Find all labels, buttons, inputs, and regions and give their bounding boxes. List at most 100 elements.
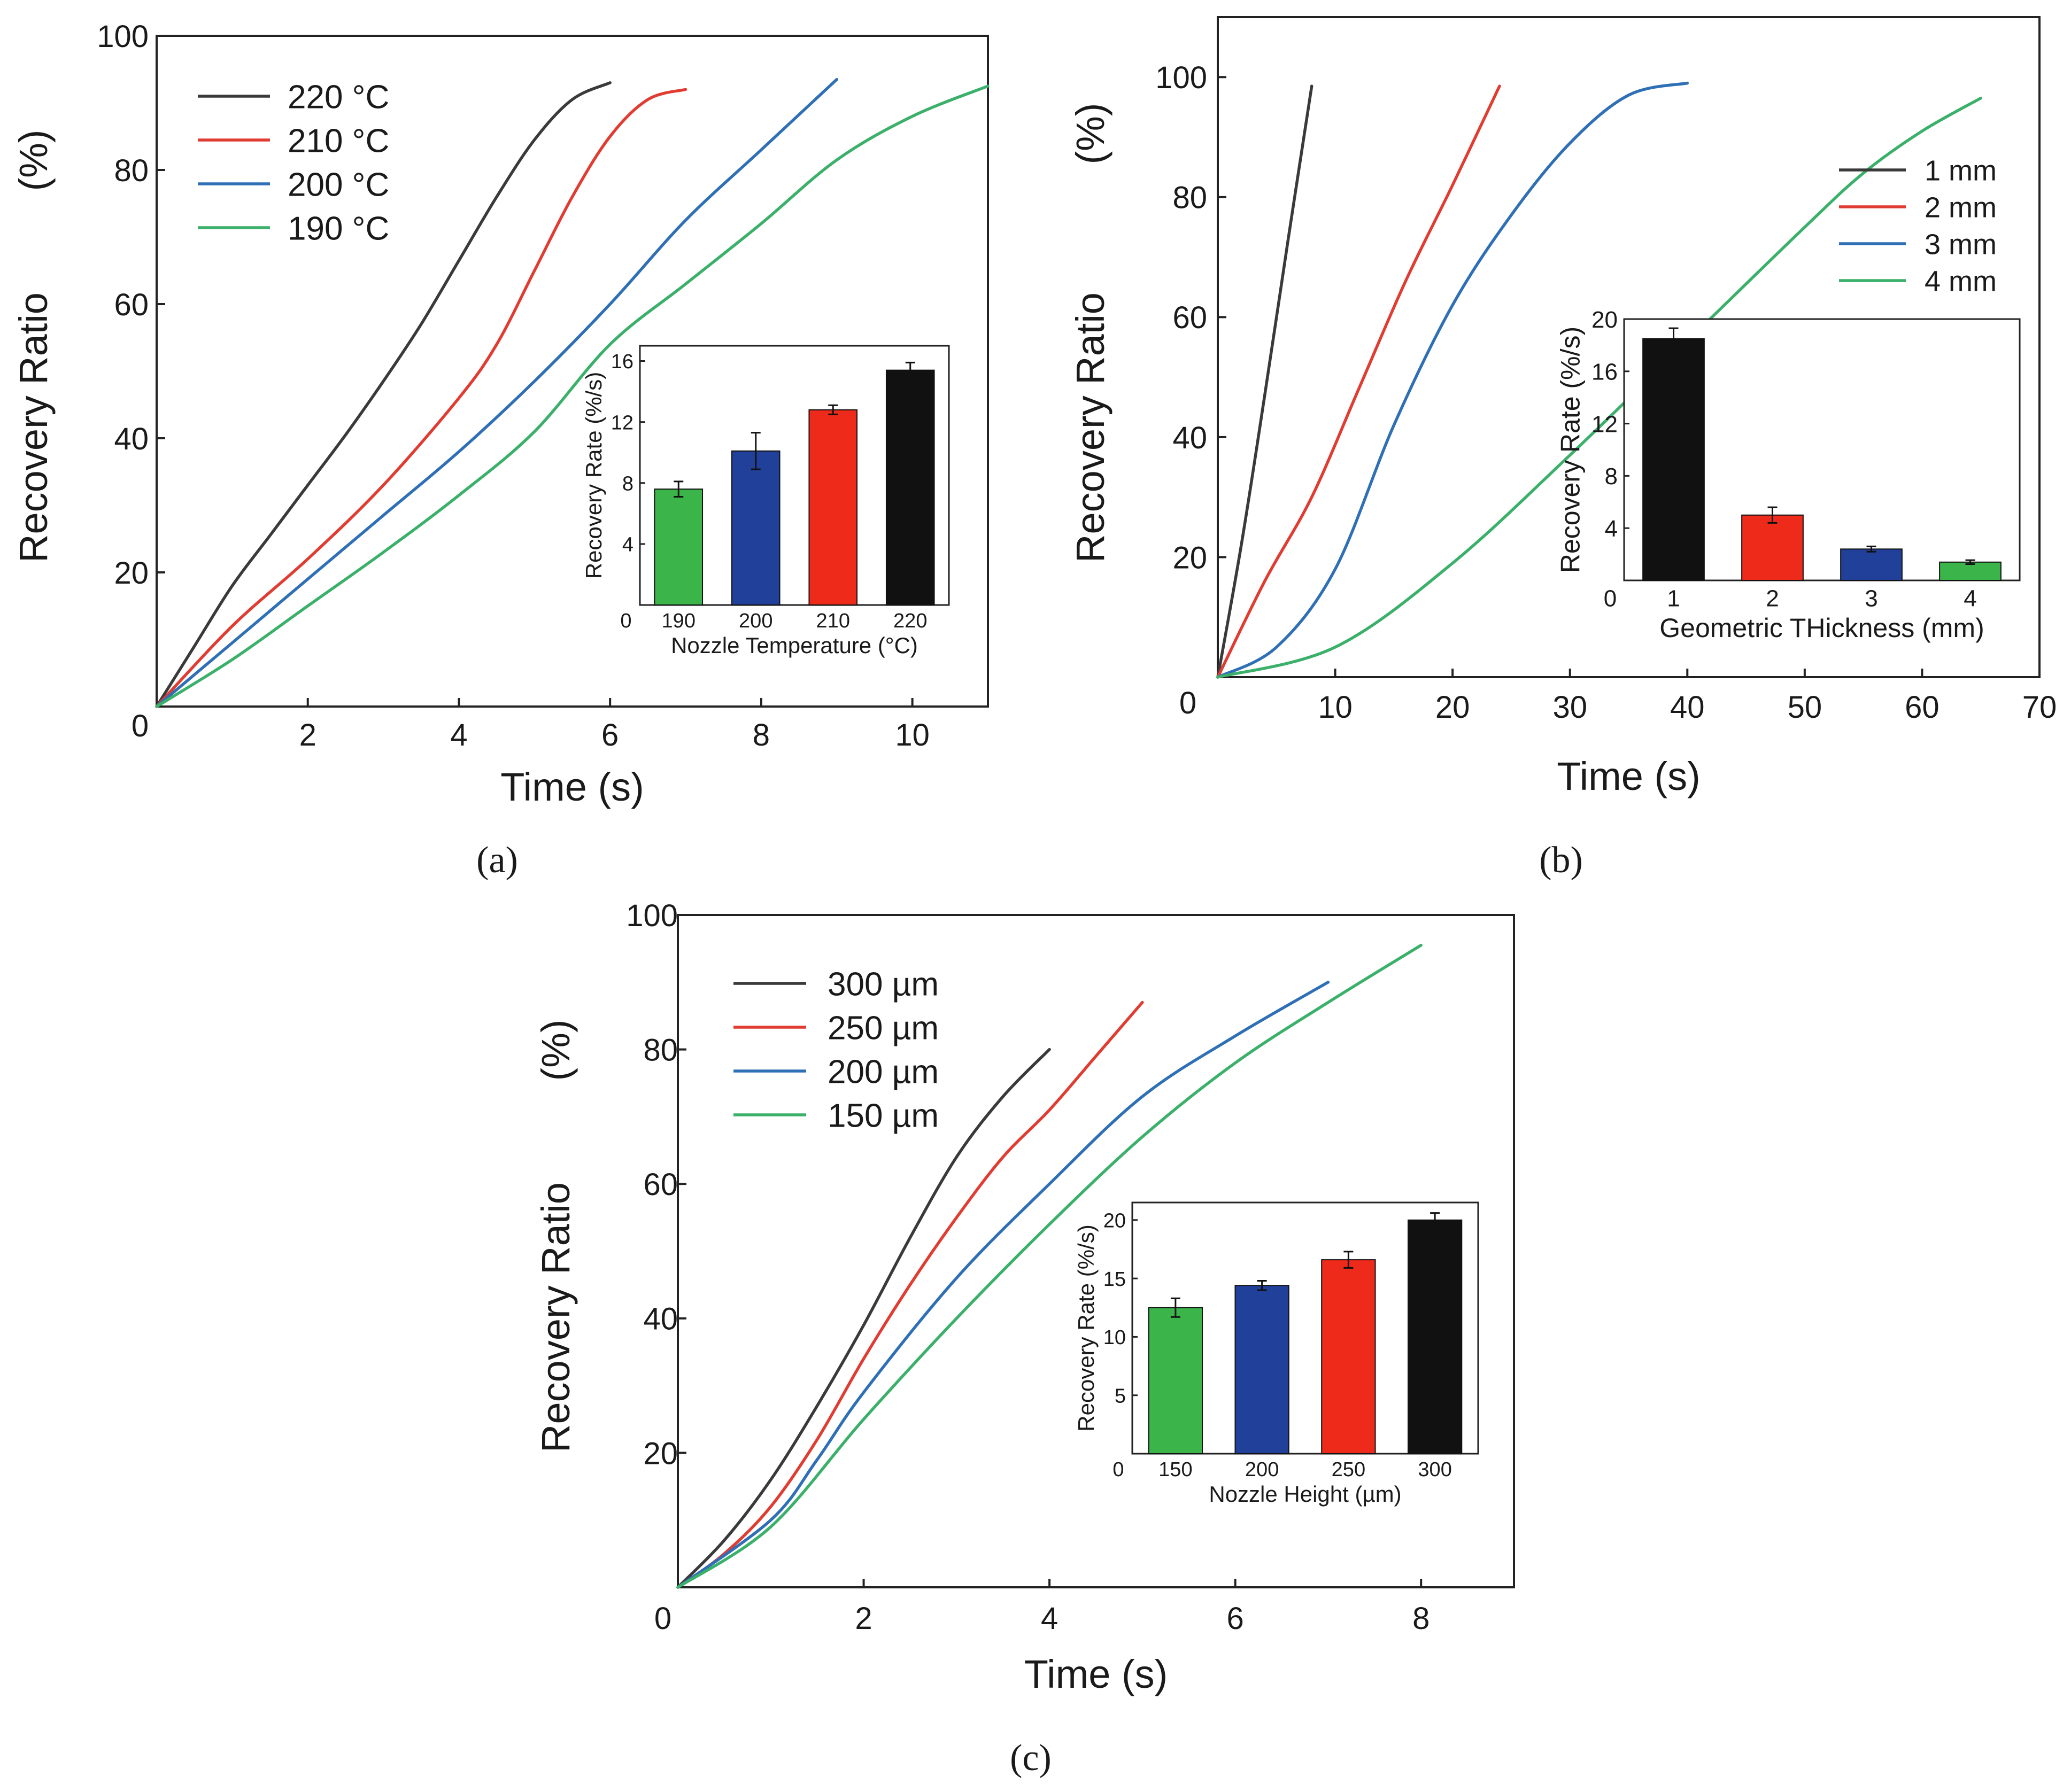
y-tick-label: 80 <box>1172 181 1207 215</box>
inset-y-tick-label: 16 <box>1591 359 1618 385</box>
legend: 300 µm 250 µm 200 µm 150 µm <box>733 966 939 1134</box>
y-axis-unit-label: (%) <box>11 129 56 191</box>
legend-entry: 210 °C <box>288 122 389 159</box>
series-line-2 <box>155 88 687 708</box>
legend-entry: 150 µm <box>828 1097 939 1134</box>
x-tick-label: 4 <box>450 718 467 753</box>
inset-x-tick-label: 210 <box>816 610 850 632</box>
y-tick-label: 40 <box>643 1302 678 1337</box>
x-axis-label: Time (s) <box>500 765 644 809</box>
inset-y-tick-label: 10 <box>1103 1326 1126 1349</box>
inset-bar <box>1840 548 1903 581</box>
inset-y-tick-label: 15 <box>1103 1268 1126 1291</box>
x-tick-label: 0 <box>132 709 149 743</box>
y-axis-unit-label: (%) <box>1068 103 1112 164</box>
inset-bar <box>1642 338 1705 581</box>
y-tick-label: 40 <box>114 422 149 456</box>
inset-zero-label: 0 <box>1112 1459 1124 1481</box>
inset-x-tick-label: 2 <box>1766 585 1779 611</box>
inset-bar <box>654 488 704 606</box>
y-axis-label: Recovery Ratio <box>1068 292 1112 563</box>
inset-bar <box>1321 1259 1376 1454</box>
inset-x-axis-label: Nozzle Temperature (°C) <box>671 633 918 658</box>
y-axis-unit-label: (%) <box>534 1019 578 1081</box>
x-tick-label: 6 <box>601 718 619 753</box>
inset-y-tick-label: 4 <box>1605 516 1618 542</box>
x-tick-label: 4 <box>1041 1601 1058 1636</box>
inset-y-tick-label: 12 <box>611 412 633 434</box>
inset-bar <box>1148 1307 1203 1454</box>
series-line-3 <box>155 77 839 708</box>
panel-caption: (c) <box>1010 1737 1052 1779</box>
x-tick-label: 60 <box>1905 690 1940 725</box>
inset-x-axis-label: Nozzle Height (µm) <box>1209 1481 1401 1507</box>
legend: 1 mm 2 mm 3 mm 4 mm <box>1839 154 1997 297</box>
y-tick-label: 60 <box>114 288 149 322</box>
legend-entry: 300 µm <box>828 966 939 1003</box>
x-tick-label: 70 <box>2022 690 2057 725</box>
x-tick-label: 20 <box>1435 690 1470 725</box>
x-tick-label: 50 <box>1788 690 1822 725</box>
y-tick-label: 80 <box>643 1033 678 1067</box>
inset-y-tick-label: 4 <box>622 534 633 556</box>
series-line-2 <box>1216 84 1501 679</box>
y-tick-label: 20 <box>114 556 149 591</box>
x-tick-label: 40 <box>1670 690 1705 725</box>
inset-y-axis-label: Recovery Rate (%/s) <box>581 372 606 579</box>
x-tick-label: 10 <box>895 718 930 753</box>
inset-bar <box>731 450 781 606</box>
x-axis-label: Time (s) <box>1557 754 1701 798</box>
y-tick-label: 60 <box>1172 300 1207 335</box>
inset-zero-label: 0 <box>1604 585 1617 611</box>
series-line-1 <box>1216 84 1313 679</box>
y-tick-label: 100 <box>97 19 149 54</box>
inset-x-tick-label: 3 <box>1865 585 1877 611</box>
legend-entry: 220 °C <box>288 79 389 115</box>
inset-zero-label: 0 <box>620 610 631 632</box>
inset-x-tick-label: 200 <box>1245 1459 1279 1481</box>
series-line-3 <box>676 981 1330 1589</box>
x-tick-label: 10 <box>1318 690 1353 725</box>
legend-entry: 2 mm <box>1925 191 1997 223</box>
plot-frame <box>156 35 989 708</box>
inset-y-tick-label: 16 <box>611 351 633 373</box>
series-line-3 <box>1216 81 1689 679</box>
inset-x-tick-label: 200 <box>739 610 772 632</box>
inset-bar <box>1234 1285 1289 1454</box>
x-tick-label: 30 <box>1552 690 1587 725</box>
y-tick-label: 100 <box>1155 60 1207 95</box>
y-tick-label: 80 <box>114 153 149 188</box>
x-tick-label: 0 <box>1179 686 1196 720</box>
inset-x-axis-label: Geometric THickness (mm) <box>1659 613 1984 643</box>
plot-frame <box>1217 16 2041 678</box>
inset-y-tick-label: 8 <box>1605 463 1618 490</box>
legend-entry: 4 mm <box>1925 265 1997 297</box>
inset-bar <box>808 409 858 606</box>
inset-y-tick-label: 20 <box>1591 307 1618 333</box>
inset-x-tick-label: 150 <box>1158 1459 1192 1481</box>
x-axis-label: Time (s) <box>1024 1652 1168 1696</box>
inset-x-tick-label: 1 <box>1667 585 1680 611</box>
series-line-4 <box>155 84 990 708</box>
inset-bar <box>1407 1219 1463 1455</box>
x-tick-label: 6 <box>1227 1601 1244 1636</box>
panel-caption: (a) <box>476 840 518 881</box>
y-tick-label: 40 <box>1172 421 1207 455</box>
series-line-1 <box>155 81 612 708</box>
inset-y-tick-label: 12 <box>1591 411 1618 437</box>
y-tick-label: 20 <box>643 1436 678 1471</box>
plot-frame <box>677 914 1515 1588</box>
inset-y-tick-label: 5 <box>1115 1385 1126 1407</box>
legend-entry: 200 °C <box>288 166 389 203</box>
inset-bar-chart: 190 200 210 220 4 8 12 16 0 Nozzle Temperature (°… <box>581 345 950 658</box>
inset-bar <box>1741 514 1804 581</box>
legend-entry: 190 °C <box>288 210 389 247</box>
y-tick-label: 60 <box>643 1167 678 1202</box>
series-line-2 <box>676 1000 1144 1589</box>
inset-bar <box>885 369 935 606</box>
inset-bar <box>1939 561 2002 581</box>
